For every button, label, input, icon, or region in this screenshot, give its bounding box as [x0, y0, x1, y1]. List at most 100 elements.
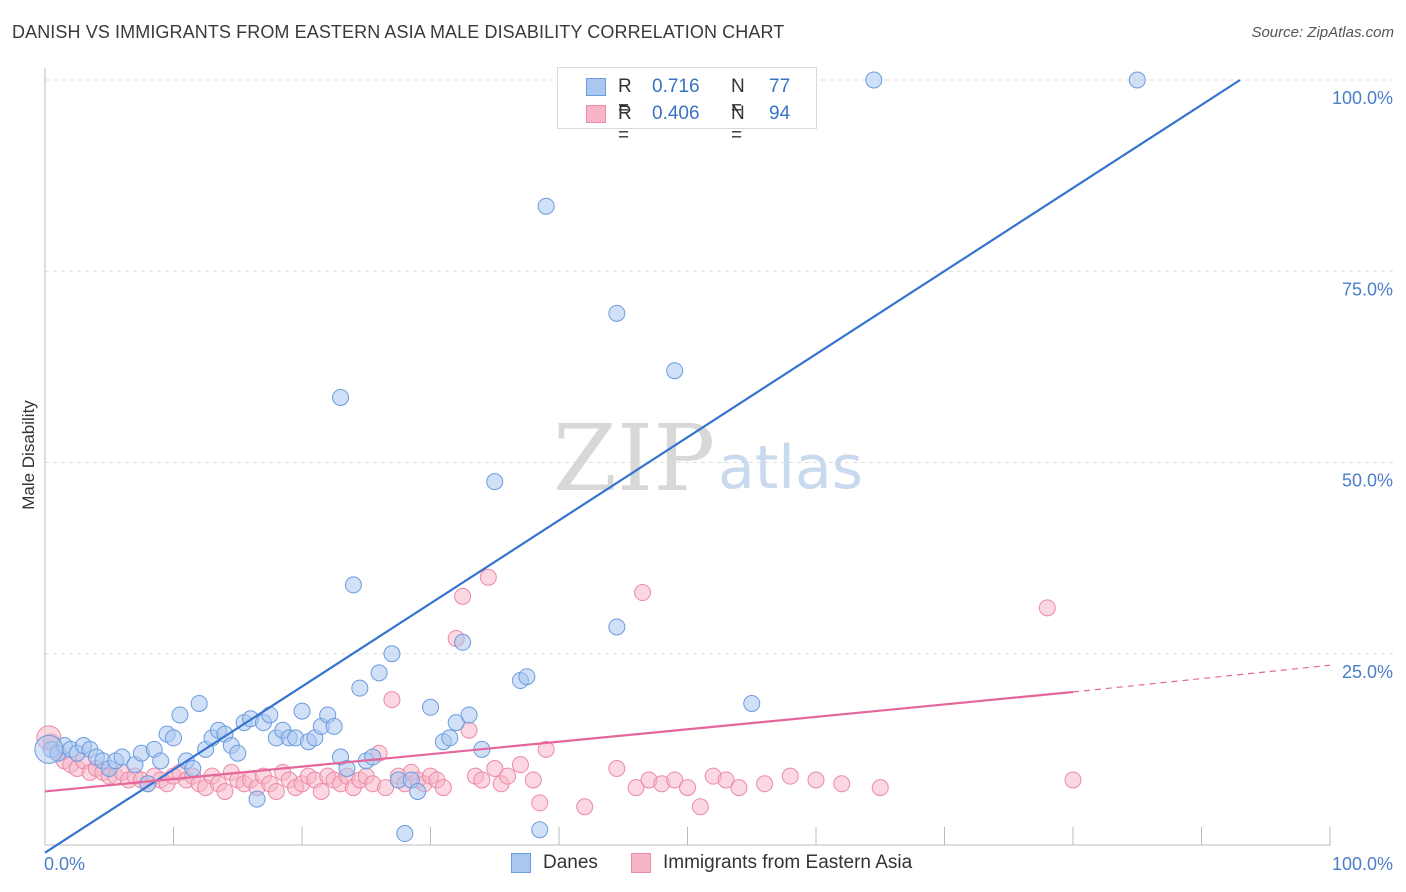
immigrants-point — [871, 779, 889, 797]
danes-point — [229, 744, 247, 762]
immigrants-point — [576, 798, 594, 816]
danes-point — [165, 729, 182, 747]
danes-point — [190, 694, 208, 712]
immigrants-swatch — [586, 105, 606, 123]
immigrants-point — [511, 756, 529, 774]
danes-point — [460, 706, 478, 724]
n-label: N = — [731, 103, 745, 146]
danes-trend-line — [44, 79, 1241, 854]
immigrants-point — [377, 779, 395, 797]
danes-point — [364, 748, 382, 766]
immigrants-point — [524, 771, 542, 789]
y-tick-label: 100.0% — [1332, 88, 1393, 108]
danes-point — [338, 760, 356, 777]
danes-point — [666, 362, 684, 380]
immigrants-point — [216, 782, 234, 800]
danes-point — [171, 706, 189, 724]
immigrants-point — [756, 775, 774, 793]
danes-point — [1128, 71, 1146, 89]
n-label: N = — [731, 76, 745, 119]
r-label: R = — [618, 103, 632, 146]
source-label: Source: ZipAtlas.com — [1251, 24, 1394, 41]
danes-point — [113, 748, 131, 766]
immigrants-point — [312, 782, 330, 800]
danes-point — [447, 714, 465, 732]
danes-point — [370, 664, 388, 682]
immigrants-point — [434, 779, 452, 797]
trend-lines — [44, 79, 1331, 854]
watermark: ZIP atlas — [553, 405, 863, 512]
immigrants-point — [730, 779, 748, 797]
immigrants-point — [717, 771, 735, 789]
danes-point — [34, 734, 64, 764]
danes-point — [441, 729, 459, 747]
danes-point — [743, 694, 761, 712]
immigrants-point — [608, 760, 626, 777]
danes-point — [248, 790, 266, 808]
immigrants-point — [479, 568, 497, 586]
immigrants-point — [499, 767, 517, 785]
immigrants-point — [486, 760, 504, 777]
x-tick-label-min: 0.0% — [44, 854, 85, 874]
danes-point — [608, 304, 626, 322]
series-legend: Danes Immigrants from Eastern Asia — [0, 851, 1406, 877]
chart-title: DANISH VS IMMIGRANTS FROM EASTERN ASIA M… — [12, 22, 785, 42]
immigrants-point — [1038, 599, 1056, 617]
danes-points — [34, 71, 1146, 843]
immigrants-swatch — [631, 853, 651, 873]
n-value: 77 — [769, 76, 791, 97]
r-label: R = — [618, 76, 632, 119]
r-value: 0.406 — [652, 103, 700, 124]
danes-point — [383, 645, 401, 663]
immigrants-point — [473, 771, 491, 789]
immigrants-point — [627, 779, 645, 797]
correlation-legend: R = 0.716 N = 77 R = 0.406 N = 94 — [557, 67, 817, 146]
immigrants-point — [454, 587, 472, 605]
immigrants-point — [833, 775, 851, 793]
legend-label: Danes — [543, 852, 598, 873]
grid — [45, 79, 1395, 655]
immigrants-point — [537, 740, 555, 758]
immigrants-point — [679, 779, 696, 797]
immigrants-trend-line — [44, 690, 1074, 793]
danes-point — [152, 752, 170, 770]
immigrants-trend-extension — [1072, 664, 1331, 693]
y-tick-label: 50.0% — [1342, 471, 1393, 491]
n-value: 94 — [769, 103, 791, 124]
immigrants-point — [781, 767, 799, 785]
immigrants-point — [267, 782, 285, 800]
danes-point — [351, 679, 369, 697]
danes-point — [325, 717, 343, 735]
legend-label: Immigrants from Eastern Asia — [663, 852, 913, 873]
danes-point — [422, 698, 439, 716]
danes-swatch — [586, 78, 606, 96]
danes-point — [518, 668, 536, 686]
danes-point — [865, 71, 883, 89]
danes-point — [608, 618, 626, 636]
y-tick-label: 75.0% — [1342, 279, 1393, 299]
x-tick-label-max: 100.0% — [1332, 854, 1393, 874]
immigrants-point — [666, 771, 684, 789]
immigrants-point — [691, 798, 709, 816]
danes-point — [332, 388, 350, 406]
danes-point — [454, 633, 472, 651]
y-tick-label: 25.0% — [1342, 662, 1393, 682]
immigrants-point — [531, 794, 549, 812]
axes — [44, 68, 1331, 846]
danes-swatch — [511, 853, 531, 873]
danes-point — [396, 825, 414, 843]
watermark-zip-text: ZIP — [553, 405, 715, 512]
immigrants-point — [1064, 771, 1082, 789]
r-value: 0.716 — [652, 76, 700, 97]
watermark-atlas-text: atlas — [718, 433, 863, 503]
danes-point — [261, 706, 279, 724]
danes-point — [293, 702, 311, 720]
immigrants-point — [383, 691, 401, 709]
danes-point — [537, 197, 555, 215]
immigrants-point — [807, 771, 825, 789]
y-axis-label: Male Disability — [19, 400, 38, 510]
immigrants-point — [634, 584, 652, 602]
danes-point — [486, 473, 504, 491]
danes-point — [344, 576, 362, 594]
